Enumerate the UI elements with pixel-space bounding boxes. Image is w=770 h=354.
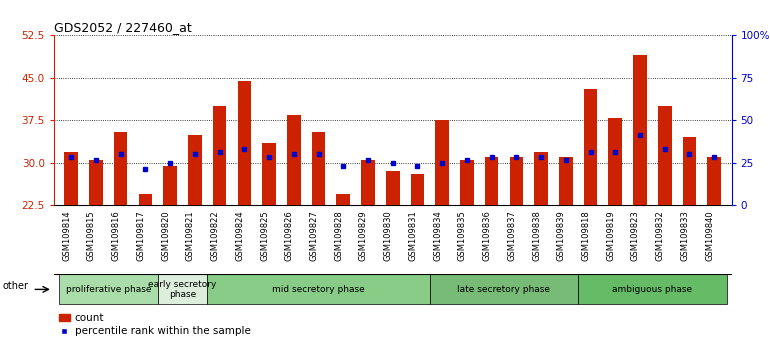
Bar bbox=[608, 118, 622, 205]
Text: GSM109827: GSM109827 bbox=[310, 210, 319, 261]
Bar bbox=[114, 132, 128, 205]
Text: GSM109822: GSM109822 bbox=[210, 210, 219, 261]
Bar bbox=[59, 274, 158, 304]
Text: other: other bbox=[3, 281, 28, 291]
Bar bbox=[65, 152, 78, 205]
Text: GSM109818: GSM109818 bbox=[581, 210, 591, 261]
Bar bbox=[410, 174, 424, 205]
Bar bbox=[584, 89, 598, 205]
Text: GSM109820: GSM109820 bbox=[161, 210, 170, 261]
Text: ambiguous phase: ambiguous phase bbox=[612, 285, 692, 294]
Bar bbox=[683, 137, 696, 205]
Bar bbox=[207, 274, 430, 304]
Bar bbox=[658, 106, 671, 205]
Bar bbox=[89, 160, 102, 205]
Bar bbox=[708, 157, 721, 205]
Text: GSM109832: GSM109832 bbox=[656, 210, 665, 261]
Bar bbox=[287, 115, 300, 205]
Text: GSM109826: GSM109826 bbox=[285, 210, 294, 261]
Bar bbox=[430, 274, 578, 304]
Text: proliferative phase: proliferative phase bbox=[65, 285, 151, 294]
Text: GSM109823: GSM109823 bbox=[631, 210, 640, 261]
Text: GSM109839: GSM109839 bbox=[557, 210, 566, 261]
Bar bbox=[188, 135, 202, 205]
Bar bbox=[361, 160, 375, 205]
Text: GSM109837: GSM109837 bbox=[507, 210, 517, 261]
Legend: count, percentile rank within the sample: count, percentile rank within the sample bbox=[59, 313, 250, 336]
Text: GSM109815: GSM109815 bbox=[87, 210, 96, 261]
Bar bbox=[139, 194, 152, 205]
Text: early secretory
phase: early secretory phase bbox=[149, 280, 216, 299]
Text: GSM109824: GSM109824 bbox=[236, 210, 244, 261]
Text: GSM109838: GSM109838 bbox=[532, 210, 541, 261]
Bar bbox=[510, 157, 523, 205]
Text: GSM109830: GSM109830 bbox=[383, 210, 393, 261]
Text: GSM109840: GSM109840 bbox=[705, 210, 715, 261]
Text: GSM109829: GSM109829 bbox=[359, 210, 368, 261]
Text: GSM109816: GSM109816 bbox=[112, 210, 121, 261]
Bar bbox=[485, 157, 498, 205]
Text: GSM109819: GSM109819 bbox=[606, 210, 615, 261]
Text: GSM109825: GSM109825 bbox=[260, 210, 269, 261]
Text: GSM109836: GSM109836 bbox=[483, 210, 491, 261]
Bar bbox=[336, 194, 350, 205]
Text: late secretory phase: late secretory phase bbox=[457, 285, 551, 294]
Bar bbox=[163, 166, 177, 205]
Bar bbox=[237, 81, 251, 205]
Text: GDS2052 / 227460_at: GDS2052 / 227460_at bbox=[54, 21, 192, 34]
Bar bbox=[534, 152, 548, 205]
Text: GSM109817: GSM109817 bbox=[136, 210, 146, 261]
Bar bbox=[435, 120, 449, 205]
Bar bbox=[633, 55, 647, 205]
Text: GSM109831: GSM109831 bbox=[408, 210, 417, 261]
Text: GSM109835: GSM109835 bbox=[458, 210, 467, 261]
Text: mid secretory phase: mid secretory phase bbox=[272, 285, 365, 294]
Bar bbox=[578, 274, 727, 304]
Bar bbox=[312, 132, 325, 205]
Bar bbox=[263, 143, 276, 205]
Bar bbox=[559, 157, 573, 205]
Text: GSM109821: GSM109821 bbox=[186, 210, 195, 261]
Text: GSM109834: GSM109834 bbox=[434, 210, 442, 261]
Bar bbox=[460, 160, 474, 205]
Text: GSM109833: GSM109833 bbox=[681, 210, 689, 261]
Bar bbox=[386, 171, 400, 205]
Text: GSM109814: GSM109814 bbox=[62, 210, 71, 261]
Text: GSM109828: GSM109828 bbox=[334, 210, 343, 261]
Bar bbox=[158, 274, 207, 304]
Bar bbox=[213, 106, 226, 205]
